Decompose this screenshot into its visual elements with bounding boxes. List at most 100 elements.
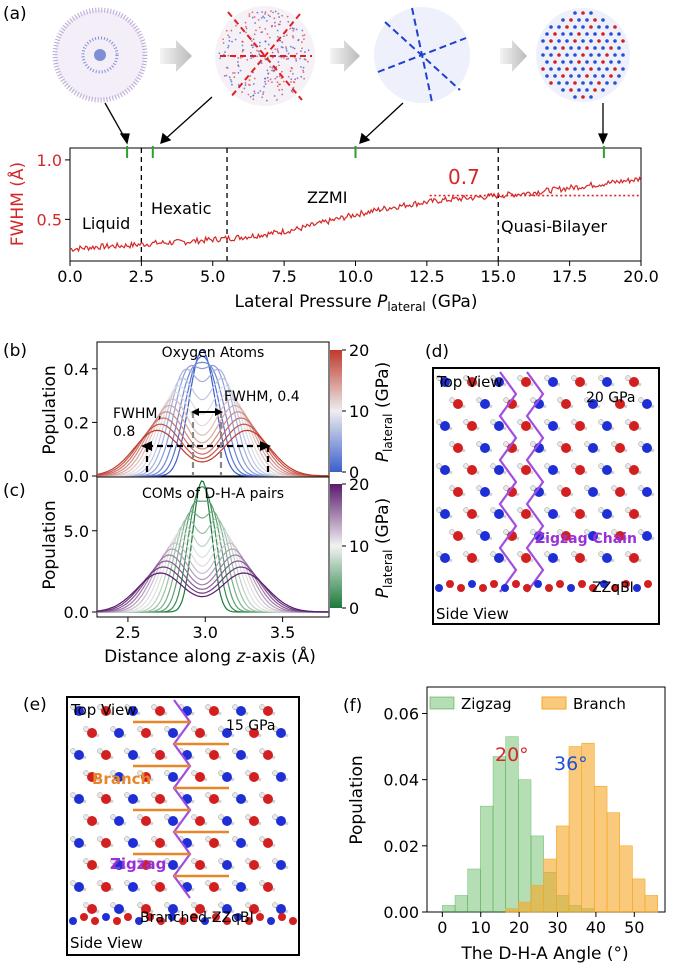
- molecule-dot: [577, 32, 581, 36]
- hydrogen-atom: [272, 902, 278, 908]
- molecule-dot: [597, 53, 601, 57]
- side-atom: [157, 917, 165, 925]
- molecule-dot: [593, 18, 597, 22]
- molecule-dot: [301, 29, 304, 32]
- hydrogen-atom: [584, 441, 590, 447]
- molecule-dot: [300, 66, 302, 68]
- oxygen-atom: [141, 904, 151, 914]
- molecule-dot: [278, 75, 281, 78]
- oxygen-atom: [521, 377, 531, 387]
- hydrogen-atom: [463, 375, 469, 381]
- molecule-dot: [226, 67, 229, 69]
- hydrogen-atom: [164, 902, 170, 908]
- oxygen-atom: [168, 772, 178, 782]
- molecule-dot: [276, 81, 279, 84]
- hydrogen-atom: [598, 551, 604, 557]
- oxygen-atom: [602, 509, 612, 519]
- oxygen-atom: [236, 838, 246, 848]
- colorbar-b-label: Plateral (GPa): [373, 362, 395, 462]
- molecule-dot: [273, 17, 276, 20]
- oxygen-atom: [467, 509, 477, 519]
- molecule-dot: [241, 44, 244, 47]
- molecule-dot: [264, 77, 266, 80]
- molecule-dot: [281, 88, 283, 91]
- molecule-dot: [569, 32, 573, 36]
- oxygen-atom: [74, 882, 84, 892]
- molecule-dot: [280, 77, 283, 80]
- top-view-label-e: Top View: [70, 701, 137, 719]
- side-atom: [267, 917, 275, 925]
- hydrogen-atom: [232, 748, 238, 754]
- oxygen-atom: [209, 838, 219, 848]
- fwhm-left-line1: FWHM,: [113, 406, 162, 422]
- side-atom: [102, 913, 110, 921]
- molecule-dot: [557, 67, 561, 71]
- histogram-bar-branch: [543, 858, 557, 913]
- hydrogen-atom: [110, 858, 116, 864]
- molecule-dot: [287, 57, 290, 60]
- x-tick-label: 0: [437, 918, 447, 937]
- side-atom: [490, 580, 498, 588]
- molecule-dot: [253, 77, 256, 80]
- hydrogen-atom: [638, 529, 644, 535]
- molecule-dot: [300, 50, 302, 52]
- snapshot-quasi-bilayer: [536, 8, 630, 102]
- hydrogen-atom: [517, 463, 523, 469]
- oxygen-atom: [602, 421, 612, 431]
- oxygen-atom: [494, 421, 504, 431]
- hydrogen-atom: [151, 748, 157, 754]
- oxygen-atom: [440, 509, 450, 519]
- molecule-dot: [291, 91, 294, 93]
- molecule-dot: [605, 39, 609, 43]
- molecule-dot: [228, 76, 231, 79]
- x-tick-label: 3.0: [193, 623, 218, 642]
- molecule-dot: [276, 99, 278, 101]
- side-atom: [201, 917, 209, 925]
- zigzag-chain-d-2: [525, 371, 545, 593]
- oxygen-atom: [222, 772, 232, 782]
- molecule-dot: [289, 70, 292, 72]
- y-tick-label: 0.5: [37, 210, 62, 229]
- oxygen-curve: [96, 411, 329, 477]
- oxygen-atom: [87, 816, 97, 826]
- hydrogen-atom: [436, 463, 442, 469]
- phase-label-d: ZZqBI: [592, 580, 634, 596]
- y-tick-label: 0.0: [64, 603, 89, 622]
- molecule-dot: [263, 16, 266, 19]
- hydrogen-atom: [449, 441, 455, 447]
- molecule-dot: [296, 77, 299, 80]
- fwhm-y-label: FWHM (Å): [6, 162, 28, 246]
- molecule-dot: [541, 39, 545, 43]
- oxygen-atom: [521, 421, 531, 431]
- x-tick-label: 20.0: [623, 267, 659, 286]
- oxygen-atom: [615, 531, 625, 541]
- molecule-dot: [293, 27, 295, 30]
- hydrogen-atom: [97, 880, 103, 886]
- hydrogen-atom: [97, 836, 103, 842]
- molecule-dot: [287, 20, 290, 23]
- molecule-dot: [252, 98, 255, 101]
- snapshot-zzmi: [374, 7, 470, 103]
- hydrogen-atom: [259, 836, 265, 842]
- hydrogen-atom: [490, 551, 496, 557]
- molecule-dot: [292, 46, 294, 49]
- molecule-dot: [274, 48, 277, 51]
- hydrogen-atom: [557, 529, 563, 535]
- hydrogen-atom: [137, 858, 143, 864]
- molecule-dot: [256, 55, 259, 58]
- hydrogen-atom: [70, 748, 76, 754]
- oxygen-atom: [615, 487, 625, 497]
- molecule-dot: [249, 75, 252, 77]
- side-atom: [611, 584, 619, 592]
- hydrogen-atom: [245, 770, 251, 776]
- oxygen-atom: [74, 794, 84, 804]
- oxygen-atom: [629, 377, 639, 387]
- oxygen-atom: [249, 904, 259, 914]
- molecule-dot: [248, 79, 251, 81]
- oxygen-atom: [236, 794, 246, 804]
- fwhm-narrow-marker: [191, 412, 223, 476]
- oxygen-atom: [642, 443, 652, 453]
- molecule-dot: [245, 27, 248, 30]
- molecule-dot: [256, 11, 259, 14]
- molecule-dot: [569, 74, 573, 78]
